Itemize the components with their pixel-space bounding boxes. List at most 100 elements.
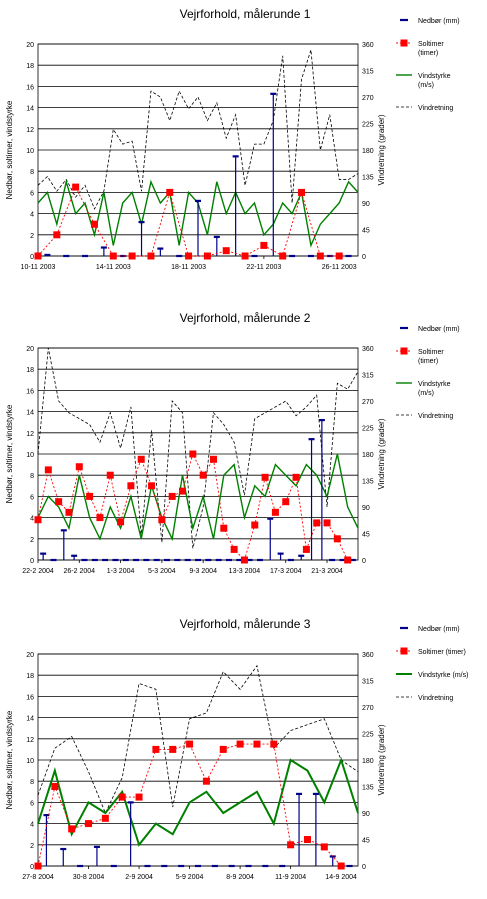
chart-title: Vejrforhold, målerunde 1 [180,7,311,21]
y-tick-label: 2 [30,233,34,240]
y-tick-label: 6 [30,494,34,501]
x-tick-label: 14-9 2004 [325,874,357,881]
sun-marker [323,519,331,527]
y-tick-label: 10 [26,758,34,765]
y2-tick-label: 90 [362,811,370,818]
y-tick-label: 8 [30,169,34,176]
chart-panel-1: Vejrforhold, målerunde 1 0 2 4 6 8 10 12 14 16 18 2… [0,0,487,300]
sun-marker [128,252,136,260]
sun-marker [271,508,279,516]
sun-marker [34,252,42,260]
sun-marker [335,252,343,260]
y2-tick-label: 270 [362,399,374,406]
x-tick-label: 13-3 2004 [229,568,261,575]
sun-marker [282,498,290,506]
x-tick-label: 17-3 2004 [270,568,302,575]
sun-marker [65,508,73,516]
legend-label: Vindretning [418,413,453,420]
sun-marker [86,492,94,500]
y-tick-label: 0 [30,864,34,871]
sun-marker [220,524,228,532]
legend-label: Vindstyrke (m/s) [418,672,468,679]
series-line-vindstyrke [37,453,359,542]
legend-swatch-soltimer [400,39,408,47]
y-tick-label: 12 [26,431,34,438]
x-tick-label: 10-11 2003 [21,264,56,271]
x-tick-label: 30-8 2004 [73,874,105,881]
x-tick-label: 5-9 2004 [176,874,204,881]
sun-marker [241,252,249,260]
series-line-vindretning [37,664,359,814]
sun-marker [179,487,187,495]
x-tick-label: 22-11 2003 [246,264,281,271]
y2-tick-label: 90 [362,201,370,208]
sun-marker [302,545,310,553]
y-tick-label: 2 [30,537,34,544]
y-tick-label: 12 [26,737,34,744]
sun-marker [199,471,207,479]
y2-tick-label: 45 [362,838,370,845]
chart-title: Vejrforhold, målerunde 2 [180,311,311,325]
sun-marker [109,252,117,260]
sun-marker [34,862,42,870]
y2-tick-label: 135 [362,175,374,182]
sun-marker [148,482,156,490]
x-tick-label: 1-3 2004 [107,568,135,575]
y-tick-label: 18 [26,673,34,680]
y2-axis-label: Vindretning (grader) [377,114,386,185]
sun-marker [202,777,210,785]
sun-marker [137,455,145,463]
y-tick-label: 6 [30,190,34,197]
y-tick-label: 8 [30,779,34,786]
chart-2: Vejrforhold, målerunde 2 0 2 4 6 8 10 12 14 16 18 2… [5,311,460,575]
x-tick-label: 26-11 2003 [322,264,357,271]
sun-marker [117,518,125,526]
y-tick-label: 0 [30,254,34,261]
sun-marker [51,783,59,790]
y-tick-label: 12 [26,127,34,134]
sun-marker [101,814,109,822]
sun-marker [186,740,194,748]
sun-marker [185,252,193,260]
legend-label: Vindstyrke (m/s) [418,381,451,397]
y-tick-label: 8 [30,473,34,480]
x-tick-label: 18-11 2003 [171,264,206,271]
sun-marker [158,516,166,524]
sun-marker [287,841,295,849]
y-tick-label: 4 [30,212,34,219]
sun-marker [251,521,259,529]
sun-marker [118,793,126,801]
x-tick-label: 14-11 2003 [96,264,131,271]
sun-marker [333,535,341,543]
y2-axis-label: Vindretning (grader) [377,418,386,489]
sun-marker [34,516,42,524]
y-tick-label: 4 [30,822,34,829]
sun-marker [313,519,321,527]
sun-marker [166,188,174,196]
legend-label: Vindretning [418,105,453,112]
y-axis-label: Nedbør, soltimer, vindstyrke [5,404,14,503]
legend-label: Nedbør (mm) [418,18,460,25]
y-tick-label: 10 [26,148,34,155]
y-tick-label: 18 [26,63,34,70]
y2-tick-label: 0 [362,864,366,871]
y-tick-label: 14 [26,716,34,723]
sun-marker [168,492,176,500]
sun-marker [303,836,311,843]
legend-label: Soltimer (timer) [418,41,444,57]
legend-label: Soltimer (timer) [418,349,444,365]
y-tick-label: 4 [30,516,34,523]
y-tick-label: 14 [26,106,34,113]
x-tick-label: 22-2 2004 [22,568,54,575]
sun-marker [253,740,261,748]
y2-tick-label: 180 [362,148,374,155]
chart-1: Vejrforhold, målerunde 1 0 2 4 6 8 10 12 14 16 18 2… [5,7,460,271]
sun-marker [75,463,83,471]
y-tick-label: 10 [26,452,34,459]
x-tick-label: 21-3 2004 [311,568,343,575]
sun-marker [53,231,61,239]
legend-swatch-soltimer [400,347,408,355]
y-tick-label: 16 [26,694,34,701]
sun-marker [236,740,244,748]
y2-tick-label: 135 [362,785,374,792]
